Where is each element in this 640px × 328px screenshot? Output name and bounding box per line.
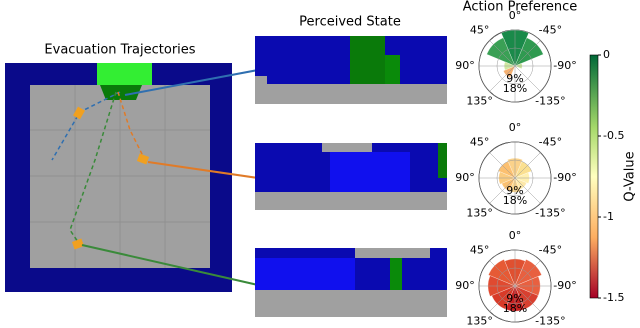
polar-spoke [489,152,516,179]
polar-spoke [514,152,541,179]
angle-label: 45° [470,24,490,37]
angle-label: -90° [553,279,576,292]
polar-spoke [514,40,541,67]
polar-spoke [489,260,516,287]
polar-spoke [489,285,516,312]
angle-label: -135° [535,314,565,327]
colorbar [589,54,599,299]
polar-spoke [514,285,541,312]
radial-label: 18% [503,82,527,95]
angle-label: 135° [466,206,493,219]
angle-label: 0° [509,229,522,242]
angle-label: -135° [535,94,565,107]
colorbar-tick-label: -0.5 [603,129,624,142]
perceived-title: Perceived State [299,15,401,30]
polar-spoke [514,177,541,204]
radial-label: 18% [503,194,527,207]
perceived-states [255,36,447,317]
trajectories-title: Evacuation Trajectories [44,43,195,58]
angle-label: -90° [553,59,576,72]
angle-label: -45° [539,136,562,149]
polar-spoke [489,177,516,204]
angle-label: 0° [509,9,522,22]
angle-label: 135° [466,314,493,327]
angle-label: 45° [470,244,490,257]
angle-label: 0° [509,121,522,134]
environment [5,63,259,292]
colorbar-tick-label: 0 [603,48,610,61]
radial-label: 18% [503,302,527,315]
angle-label: 135° [466,94,493,107]
angle-label: -135° [535,206,565,219]
angle-label: 90° [455,171,475,184]
angle-label: -45° [539,244,562,257]
colorbar-tick-label: -1.5 [603,291,624,304]
polar-spoke [514,260,541,287]
angle-label: 90° [455,279,475,292]
radial-label: 9% [506,292,523,305]
angle-label: -45° [539,24,562,37]
angle-label: 90° [455,59,475,72]
colorbar-tick-label: -1 [603,210,614,223]
angle-label: 45° [470,136,490,149]
angle-label: -90° [553,171,576,184]
radial-label: 9% [506,72,523,85]
polar-spoke [514,65,541,92]
polar-spoke [489,65,516,92]
radial-label: 9% [506,184,523,197]
polar-spoke [489,40,516,67]
preference-title: Action Preference [463,0,578,15]
colorbar-label: Q-Value [623,151,638,201]
